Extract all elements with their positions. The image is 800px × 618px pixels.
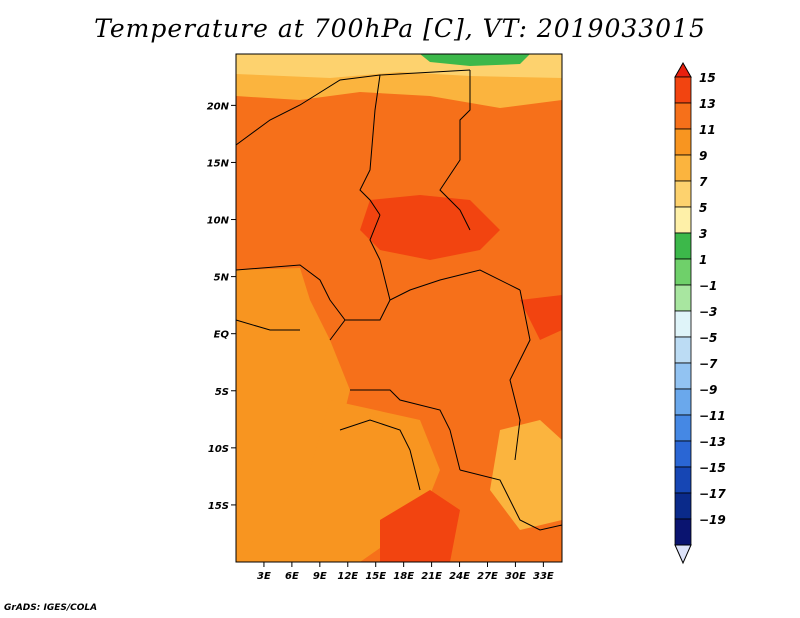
colorbar-label: 5 [699,201,707,215]
colorbar-swatch [674,414,692,442]
x-tick-label: 9E [313,571,327,582]
y-tick-label: EQ [214,330,230,341]
x-axis-ticks: 3E 6E 9E 12E 15E 18E 21E 24E 27E 30E 33E [257,562,554,582]
colorbar-swatch [674,232,692,260]
y-tick-label: 15N [207,158,230,169]
colorbar-swatch [674,492,692,520]
border-line-0 [235,69,471,146]
colorbar-label: −5 [699,331,717,345]
colorbar-label: −17 [699,487,726,501]
colorbar-swatch [674,284,692,312]
colorbar-label: −3 [699,305,717,319]
y-tick-label: 10S [208,444,229,455]
chad-hotspot [360,195,500,260]
colorbar-label: 11 [699,123,716,137]
border-line-3 [235,264,346,341]
colorbar-swatch [674,466,692,494]
x-tick-label: 6E [285,571,299,582]
y-tick-label: 20N [207,101,230,112]
gulf-zone [236,268,350,562]
border-line-7 [350,389,461,471]
border-line-9 [235,319,300,331]
colorbar: 15 13 11 9 7 5 3 1 −1 −3 −5 −7 −9 −11 −13 −15 −17 −19 [674,61,726,565]
colorbar-label: 13 [699,97,716,111]
x-tick-label: 18E [393,571,414,582]
y-tick-label: 5S [215,387,229,398]
border-line-10 [459,469,563,531]
x-tick-label: 3E [257,571,271,582]
colorbar-label: −7 [699,357,718,371]
colorbar-swatch [674,336,692,364]
colorbar-label: −19 [699,513,726,527]
border-line-4 [345,269,521,321]
colorbar-label: −11 [699,409,726,423]
colorbar-label: 7 [699,175,708,189]
green-patch [420,54,530,66]
x-tick-label: 30E [505,571,526,582]
y-tick-label: 10N [207,216,230,227]
colorbar-swatch [674,258,692,286]
chart-title: Temperature at 700hPa [C], VT: 201903301… [94,14,706,43]
colorbar-swatch [674,206,692,234]
colorbar-swatch [674,440,692,468]
y-tick-label: 5N [214,273,230,284]
border-line-8 [339,419,421,491]
y-axis-ticks: 20N 15N 10N 5N EQ 5S 10S 15S [207,101,236,512]
colorbar-label: −13 [699,435,726,449]
x-tick-label: 12E [337,571,358,582]
lake-region-hot [520,295,562,340]
colorbar-swatch [674,128,692,156]
x-tick-label: 33E [533,571,554,582]
border-line-5 [369,214,391,301]
border-line-2 [359,74,381,216]
colorbar-top-arrow [674,61,692,78]
x-tick-label: 24E [449,571,470,582]
colorbar-label: 15 [699,71,716,85]
colorbar-swatch [674,154,692,182]
east-highlands [490,420,562,530]
border-line-6 [509,289,531,461]
border-line-1 [439,70,471,231]
country-borders [235,69,563,531]
colorbar-label: −1 [699,279,717,293]
x-tick-label: 21E [421,571,442,582]
plot-area [235,53,563,563]
colorbar-swatch [674,102,692,130]
colorbar-label: 9 [699,149,707,163]
colorbar-bottom-arrow [674,544,692,565]
colorbar-label: 3 [699,227,707,241]
grads-credit: GrADS: IGES/COLA [4,603,98,613]
plot-frame [235,53,563,563]
colorbar-swatch [674,310,692,338]
colorbar-swatch [674,180,692,208]
colorbar-label: −9 [699,383,717,397]
colorbar-swatch [674,76,692,104]
colorbar-swatch [674,518,692,546]
colorbar-label: 1 [699,253,707,267]
x-tick-label: 27E [477,571,498,582]
colorbar-label: −15 [699,461,726,475]
colorbar-swatch [674,388,692,416]
x-tick-label: 15E [365,571,386,582]
colorbar-swatch [674,362,692,390]
kalahari-hotspot [380,490,460,562]
y-tick-label: 15S [208,501,229,512]
